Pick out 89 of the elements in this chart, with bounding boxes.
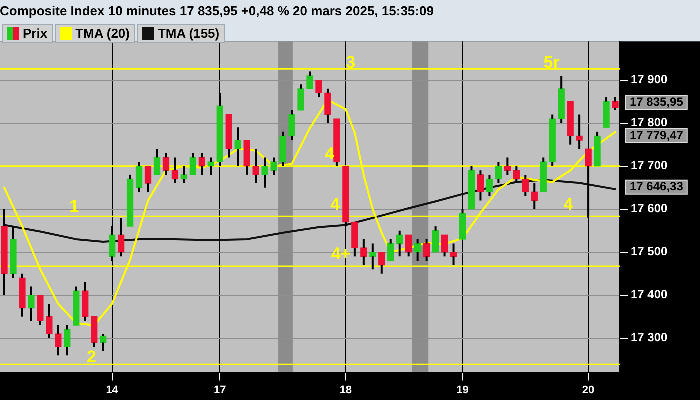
candlestick: [64, 324, 71, 357]
candlestick: [154, 148, 161, 176]
y-tick-label: 17 900: [631, 72, 668, 87]
y-tick-label: 17 700: [631, 158, 668, 173]
candlestick: [280, 130, 286, 168]
candlestick: [234, 126, 242, 168]
candlestick: [522, 174, 529, 198]
candlestick: [352, 222, 358, 258]
candlestick: [558, 75, 565, 124]
candlestick: [423, 238, 430, 262]
candlestick: [118, 216, 125, 258]
text: 17 646,33: [630, 180, 684, 194]
candlestick: [55, 324, 62, 357]
legend-label: TMA (155): [158, 26, 220, 41]
candlestick: [19, 272, 26, 318]
chart-title: Composite Index 10 minutes 17 835,95 +0,48 % 20 mars 2025, 15:35:09: [0, 3, 434, 18]
candlestick: [432, 226, 440, 253]
candlestick: [37, 295, 44, 326]
candlestick: [594, 130, 601, 167]
candlestick: [1, 208, 8, 296]
x-tick-label: 17: [214, 384, 226, 396]
candlestick: [486, 174, 494, 198]
annotation: 4: [330, 194, 341, 214]
y-tick-label: 17 400: [631, 288, 668, 302]
y-tick-label: 17 800: [631, 116, 668, 130]
candlestick: [513, 165, 520, 185]
y-tick-label: 17 500: [631, 244, 668, 259]
candlestick: [540, 156, 547, 192]
annotation: 3: [346, 52, 356, 72]
annotation: 2: [87, 348, 96, 367]
candlestick: [126, 174, 134, 227]
candlestick: [136, 161, 143, 194]
candlestick: [324, 88, 332, 124]
candlestick: [190, 152, 197, 176]
candlestick: [298, 84, 304, 111]
candlestick: [162, 152, 170, 176]
candlestick: [576, 114, 583, 150]
text: 17 835,95: [630, 95, 684, 110]
candlestick: [531, 182, 538, 210]
candlestick: [603, 96, 610, 128]
x-tick-label: 14: [106, 384, 120, 396]
candlestick: [468, 165, 476, 210]
candlestick: [495, 161, 502, 185]
candlestick: [226, 114, 232, 159]
legend-label: Prix: [23, 26, 48, 41]
candlestick: [567, 101, 574, 146]
candlestick: [370, 242, 376, 271]
candlestick: [172, 156, 179, 185]
candlestick: [28, 286, 35, 322]
candlestick: [288, 109, 296, 142]
candlestick: [414, 238, 422, 262]
candlestick: [378, 252, 386, 275]
candlestick: [252, 148, 260, 185]
candlestick: [388, 238, 394, 262]
candlestick: [450, 242, 458, 266]
candlestick: [46, 302, 53, 340]
candlestick: [270, 156, 278, 176]
candlestick: [208, 156, 214, 176]
candlestick: [10, 226, 17, 280]
candlestick: [334, 118, 340, 168]
annotation: 1: [70, 196, 80, 216]
candlestick: [360, 238, 368, 266]
x-tick-label: 18: [340, 384, 352, 396]
candlestick: [504, 156, 512, 176]
candlestick: [180, 165, 188, 185]
candlestick: [549, 114, 556, 168]
candlestick: [306, 70, 314, 90]
candlestick: [262, 156, 268, 189]
candlestick: [396, 230, 404, 258]
candlestick: [244, 140, 250, 176]
candlestick: [82, 281, 89, 322]
candlestick: [441, 234, 448, 258]
candlestick: [477, 170, 484, 202]
annotation: 4: [564, 194, 574, 214]
candlestick: [198, 152, 206, 176]
candlestick: [73, 286, 80, 326]
annotation: 5r: [544, 52, 560, 72]
candlestick: [144, 166, 152, 194]
candlestick: [406, 234, 412, 258]
candlestick: [91, 316, 98, 348]
candlestick: [100, 333, 107, 352]
text: 17 779,47: [630, 128, 684, 142]
legend-label: TMA (20): [76, 26, 130, 41]
x-tick-label: 20: [582, 384, 595, 396]
candlestick: [316, 80, 322, 99]
annotation: 4+: [331, 244, 351, 264]
y-tick-label: 17 600: [631, 202, 668, 216]
x-tick-label: 19: [456, 384, 469, 396]
y-tick-label: 17 300: [631, 330, 668, 345]
